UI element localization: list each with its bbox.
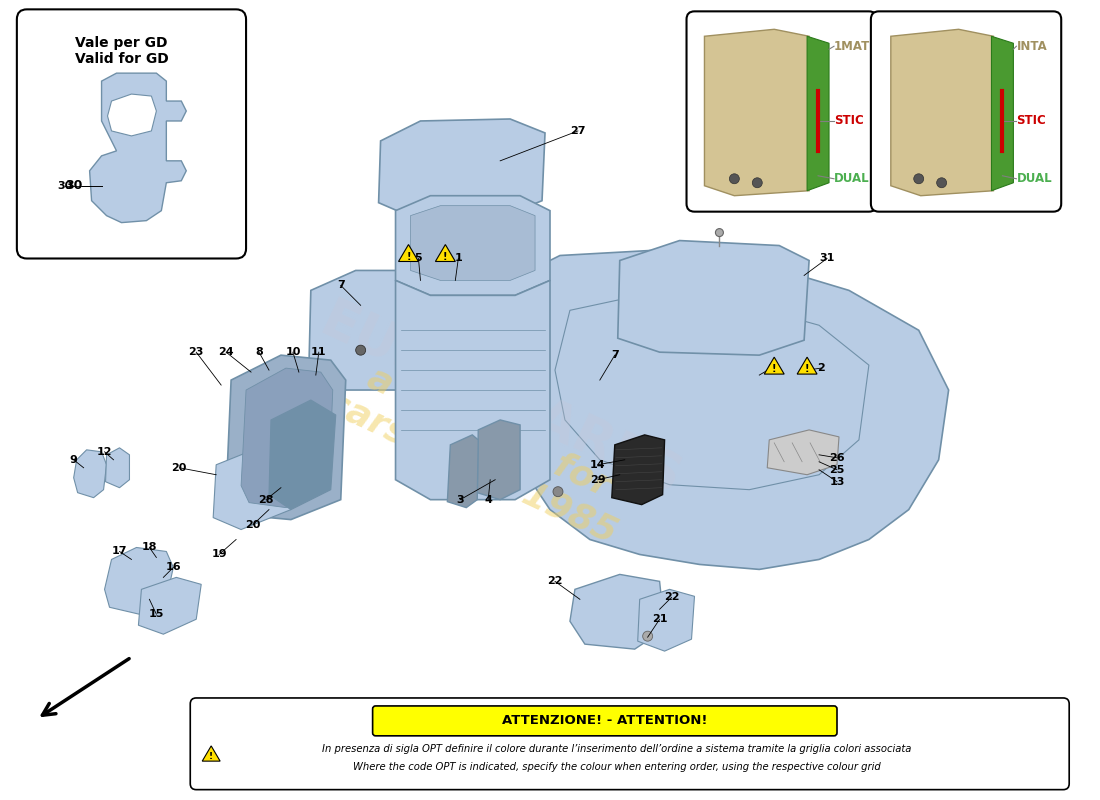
Text: ATTENZIONE! - ATTENTION!: ATTENZIONE! - ATTENTION! <box>502 714 707 727</box>
Text: Vale per GD: Vale per GD <box>75 36 167 50</box>
Polygon shape <box>500 250 948 570</box>
Text: STIC: STIC <box>834 114 864 127</box>
Text: 24: 24 <box>218 347 234 357</box>
Text: 1: 1 <box>454 254 462 263</box>
Circle shape <box>642 631 652 641</box>
Text: 16: 16 <box>165 562 182 573</box>
Polygon shape <box>89 73 186 222</box>
Circle shape <box>914 174 924 184</box>
Text: 3: 3 <box>456 494 464 505</box>
Text: DUAL: DUAL <box>1016 172 1052 186</box>
Text: 9: 9 <box>69 454 78 465</box>
FancyBboxPatch shape <box>871 11 1062 212</box>
Polygon shape <box>638 590 694 651</box>
Text: 28: 28 <box>258 494 274 505</box>
Text: STIC: STIC <box>1016 114 1046 127</box>
Text: 15: 15 <box>148 610 164 619</box>
Text: 4: 4 <box>484 494 492 505</box>
Polygon shape <box>396 281 550 500</box>
Polygon shape <box>139 578 201 634</box>
Text: Valid for GD: Valid for GD <box>75 52 168 66</box>
Text: 1MAT: 1MAT <box>834 40 870 53</box>
Polygon shape <box>396 196 550 295</box>
Circle shape <box>752 178 762 188</box>
Polygon shape <box>213 445 296 530</box>
Text: 21: 21 <box>652 614 668 624</box>
Text: !: ! <box>805 364 810 374</box>
FancyBboxPatch shape <box>16 10 246 258</box>
Text: !: ! <box>772 364 777 374</box>
Text: 7: 7 <box>337 280 344 290</box>
Circle shape <box>553 486 563 497</box>
Text: 13: 13 <box>829 477 845 486</box>
Text: 8: 8 <box>255 347 263 357</box>
Text: !: ! <box>443 251 448 262</box>
Polygon shape <box>436 245 455 262</box>
Polygon shape <box>477 420 520 500</box>
Text: In presenza di sigla OPT definire il colore durante l’inserimento dell’ordine a : In presenza di sigla OPT definire il col… <box>322 744 912 754</box>
Text: 2: 2 <box>817 363 825 373</box>
Polygon shape <box>241 368 333 508</box>
Polygon shape <box>410 206 535 281</box>
Polygon shape <box>807 36 829 190</box>
Polygon shape <box>556 295 869 490</box>
Text: 17: 17 <box>112 546 128 557</box>
Text: 20: 20 <box>172 462 187 473</box>
Text: 7: 7 <box>610 350 618 360</box>
FancyBboxPatch shape <box>373 706 837 736</box>
Polygon shape <box>612 435 664 505</box>
Text: 11: 11 <box>311 347 327 357</box>
Circle shape <box>715 229 724 237</box>
Text: 10: 10 <box>285 347 300 357</box>
Polygon shape <box>448 435 478 508</box>
Text: Where the code OPT is indicated, specify the colour when entering order, using t: Where the code OPT is indicated, specify… <box>353 762 881 772</box>
Text: EUROSPARES: EUROSPARES <box>311 294 689 506</box>
Text: 12: 12 <box>97 447 112 457</box>
Polygon shape <box>798 357 817 374</box>
Text: 20: 20 <box>245 519 261 530</box>
Text: 19: 19 <box>211 550 227 559</box>
FancyBboxPatch shape <box>686 11 877 212</box>
Text: a passion for
cars since 1985: a passion for cars since 1985 <box>321 350 639 550</box>
Text: 22: 22 <box>663 592 680 602</box>
Circle shape <box>729 174 739 184</box>
Text: 25: 25 <box>829 465 845 474</box>
Polygon shape <box>891 30 993 196</box>
Text: 29: 29 <box>590 474 606 485</box>
Polygon shape <box>991 36 1013 190</box>
Text: 26: 26 <box>829 453 845 462</box>
Text: !: ! <box>406 251 410 262</box>
Text: 5: 5 <box>415 254 422 263</box>
Polygon shape <box>570 574 664 649</box>
Polygon shape <box>104 547 174 614</box>
Text: 27: 27 <box>570 126 585 136</box>
Text: 23: 23 <box>188 347 204 357</box>
Text: DUAL: DUAL <box>834 172 870 186</box>
Text: INTA: INTA <box>1016 40 1047 53</box>
Polygon shape <box>74 450 107 498</box>
Polygon shape <box>767 430 839 474</box>
Text: 14: 14 <box>590 460 606 470</box>
Text: 30: 30 <box>65 179 82 192</box>
Polygon shape <box>108 94 156 136</box>
Circle shape <box>937 178 947 188</box>
Text: 31: 31 <box>820 254 835 263</box>
Polygon shape <box>106 448 130 488</box>
Polygon shape <box>227 355 345 519</box>
Polygon shape <box>202 746 220 761</box>
Text: 30: 30 <box>57 181 73 190</box>
Polygon shape <box>704 30 810 196</box>
Text: 6: 6 <box>768 363 776 373</box>
Polygon shape <box>398 245 418 262</box>
Text: !: ! <box>209 752 213 761</box>
Polygon shape <box>764 357 784 374</box>
Text: 18: 18 <box>142 542 157 553</box>
Polygon shape <box>270 400 336 510</box>
Polygon shape <box>618 241 810 355</box>
Polygon shape <box>378 119 544 218</box>
Text: 22: 22 <box>547 576 563 586</box>
Circle shape <box>355 345 365 355</box>
FancyBboxPatch shape <box>190 698 1069 790</box>
Polygon shape <box>309 270 471 390</box>
